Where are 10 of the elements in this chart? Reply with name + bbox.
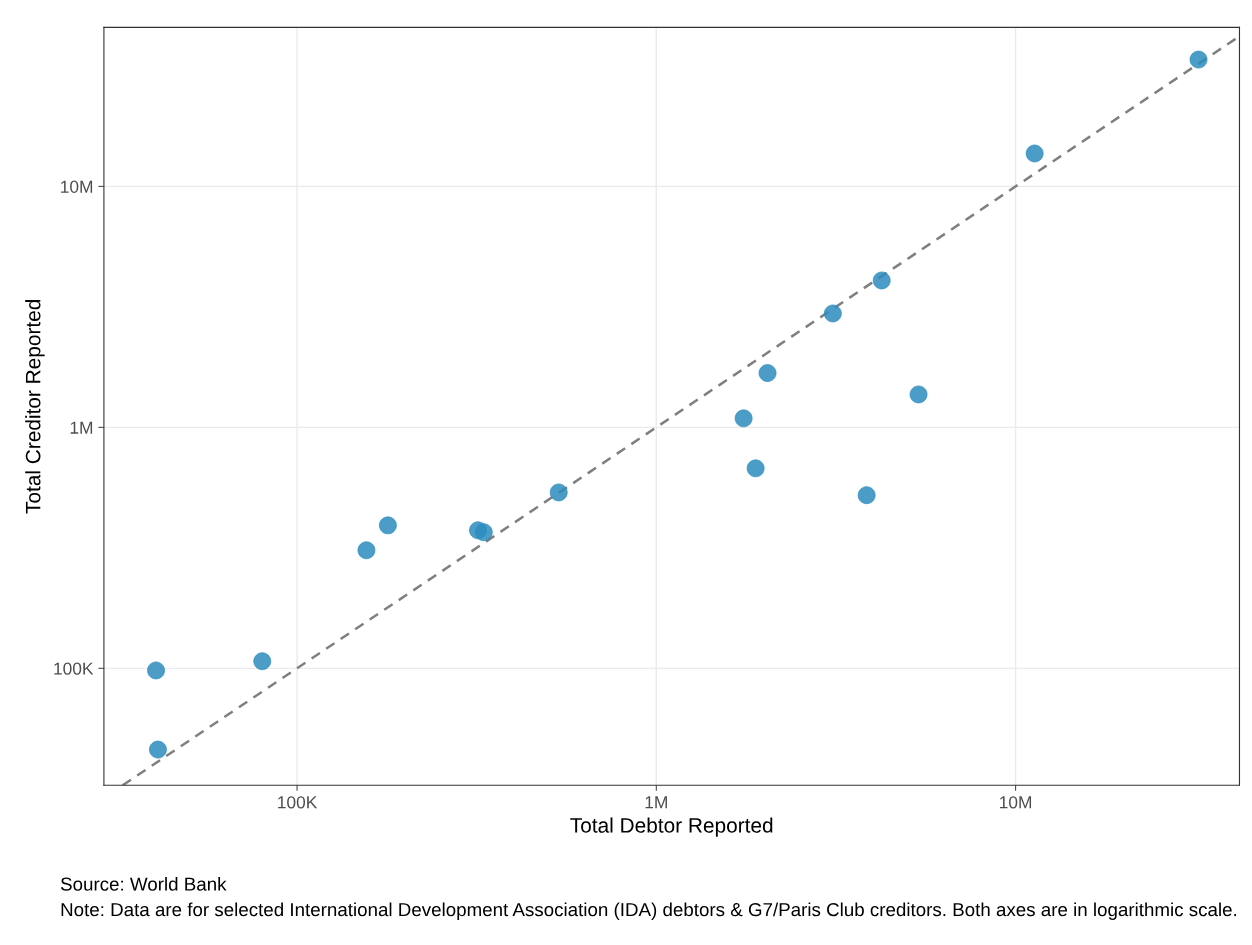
y-tick-label: 100K xyxy=(54,662,94,675)
x-tick-label: 10M xyxy=(1000,796,1032,809)
y-tick-label: 1M xyxy=(70,421,93,434)
x-tick-label: 1M xyxy=(645,796,667,809)
x-tick-label: 100K xyxy=(278,796,318,809)
text: Note: Data are for selected International Development Association (IDA) debtors & G7/Paris Club creditors. Both axes are in logarithmic scale. xyxy=(61,902,1237,920)
source-note: Source: World Bank xyxy=(60,876,227,891)
x-axis-title: Total Debtor Reported xyxy=(570,817,773,837)
y-axis-title: Total Creditor Reported xyxy=(25,300,45,514)
y-tick-label: 10M xyxy=(61,180,93,193)
